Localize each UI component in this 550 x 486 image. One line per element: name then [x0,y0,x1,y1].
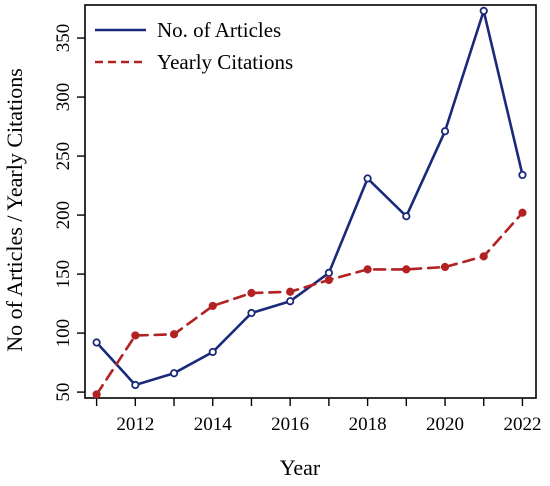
legend: No. of Articles Yearly Citations [95,18,293,74]
data-point-no-of-articles [324,268,333,278]
y-tick-label: 350 [53,24,74,53]
series-line-yearly-citations [95,211,524,396]
data-point-yearly-citations [479,252,488,261]
data-point-yearly-citations [518,208,527,217]
x-tick-label: 2014 [194,414,233,435]
y-tick-label: 100 [53,319,74,348]
data-point-yearly-citations [208,301,217,311]
data-point-yearly-citations [92,390,101,399]
data-point-no-of-articles [169,369,179,378]
legend-label-no-of-articles: No. of Articles [157,18,281,42]
data-point-yearly-citations [169,330,179,339]
x-tick-label: 2018 [349,414,387,435]
data-point-yearly-citations [247,288,256,298]
y-tick-label: 200 [53,201,74,230]
y-tick-label: 250 [53,142,74,171]
x-tick-label: 2016 [271,414,309,435]
series-layer [92,6,527,399]
data-point-yearly-citations [324,275,333,285]
data-point-no-of-articles [131,380,140,390]
data-point-yearly-citations [286,287,295,296]
x-tick-label: 2020 [426,414,464,435]
y-tick-label: 50 [53,383,74,402]
data-point-no-of-articles [286,297,295,306]
y-tick-label: 150 [53,260,74,289]
y-tick-label: 300 [53,83,74,112]
x-tick-label: 2022 [503,414,541,435]
data-point-yearly-citations [440,262,450,272]
data-point-no-of-articles [247,308,256,318]
data-point-no-of-articles [479,6,488,16]
y-axis-title: No of Articles / Yearly Citations [2,68,27,352]
x-tick-label: 2012 [116,414,154,435]
data-point-no-of-articles [363,174,372,183]
x-axis: 2012 2014 2016 2018 2020 2022 [95,398,541,435]
data-point-yearly-citations [363,265,372,274]
data-point-yearly-citations [402,265,411,274]
x-axis-title: Year [280,455,321,480]
data-point-yearly-citations [131,331,140,340]
legend-label-yearly-citations: Yearly Citations [157,50,293,74]
data-point-no-of-articles [208,347,217,357]
data-point-no-of-articles [440,127,450,136]
data-point-no-of-articles [518,170,527,180]
y-axis: 50 100 150 200 250 300 350 [53,24,85,402]
data-point-no-of-articles [402,212,411,221]
data-point-no-of-articles [92,338,101,347]
plot-frame [84,4,537,399]
